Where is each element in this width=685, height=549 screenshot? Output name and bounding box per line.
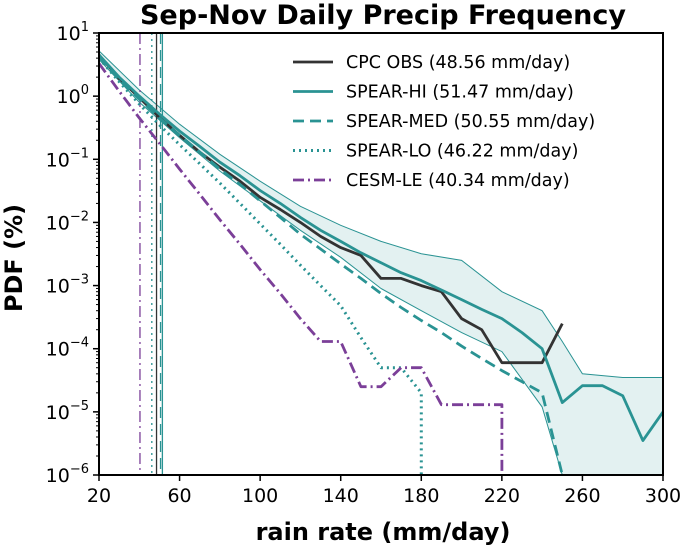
y-tick-base: 10	[57, 23, 81, 45]
y-tick-label: 10−6	[46, 462, 89, 487]
series-line-1	[97, 53, 665, 442]
y-tick-base: 10	[46, 212, 70, 234]
x-axis-label: rain rate (mm/day)	[256, 518, 511, 546]
x-tick-label: 220	[484, 485, 520, 507]
x-tick-label: 300	[645, 485, 681, 507]
y-tick-exponent: 1	[81, 20, 89, 35]
x-tick-label: 20	[87, 485, 111, 507]
x-tick-label: 100	[242, 485, 278, 507]
y-tick-label: 10−2	[46, 209, 89, 234]
y-tick-exponent: −6	[70, 462, 89, 477]
chart-title: Sep-Nov Daily Precip Frequency	[140, 0, 626, 31]
x-tick-label: 60	[167, 485, 191, 507]
x-tick-label: 140	[323, 485, 359, 507]
y-tick-base: 10	[46, 276, 70, 298]
y-tick-label: 10−5	[46, 399, 89, 424]
y-tick-label: 100	[57, 83, 89, 108]
y-tick-base: 10	[46, 339, 70, 361]
y-tick-exponent: −4	[70, 336, 89, 351]
y-tick-base: 10	[46, 465, 70, 487]
y-tick-base: 10	[46, 149, 70, 171]
y-tick-base: 10	[57, 86, 81, 108]
y-tick-exponent: −1	[70, 146, 89, 161]
legend-label-4: CESM-LE (40.34 mm/day)	[346, 171, 570, 191]
legend-label-3: SPEAR-LO (46.22 mm/day)	[346, 142, 578, 162]
y-tick-label: 10−3	[46, 273, 89, 298]
series-line-3	[97, 57, 423, 475]
y-tick-label: 10−4	[46, 336, 89, 361]
y-tick-base: 10	[46, 402, 70, 424]
spread-band-upper	[98, 50, 663, 378]
legend-label-2: SPEAR-MED (50.55 mm/day)	[346, 112, 595, 132]
x-tick-label: 180	[403, 485, 439, 507]
y-tick-label: 10−1	[46, 146, 89, 171]
y-tick-exponent: −3	[70, 273, 89, 288]
y-tick-exponent: 0	[81, 83, 89, 98]
y-tick-exponent: −5	[70, 399, 89, 414]
legend-label-1: SPEAR-HI (51.47 mm/day)	[346, 83, 574, 103]
series-lines	[97, 53, 665, 476]
y-axis-label: PDF (%)	[0, 204, 28, 312]
series-line-4	[97, 62, 504, 475]
plot-frame	[98, 32, 664, 476]
y-tick-label: 101	[57, 20, 89, 45]
legend-label-0: CPC OBS (48.56 mm/day)	[346, 53, 570, 73]
x-axis-ticks: 20 60 100 140 180 220 260 300	[87, 475, 681, 507]
x-tick-label: 260	[564, 485, 600, 507]
legend: CPC OBS (48.56 mm/day) SPEAR-HI (51.47 mm…	[293, 53, 595, 191]
series-line-2	[97, 55, 564, 476]
y-tick-exponent: −2	[70, 209, 89, 224]
